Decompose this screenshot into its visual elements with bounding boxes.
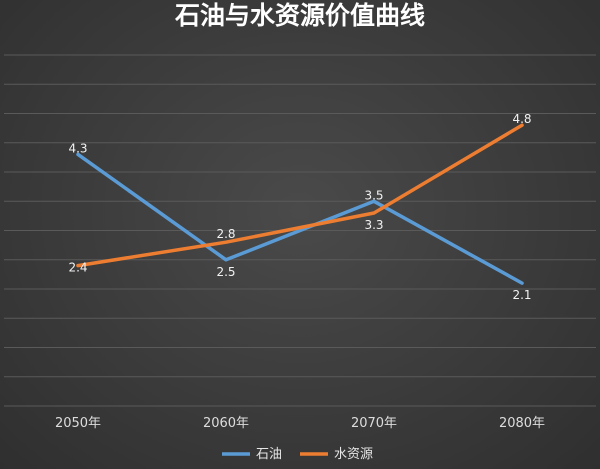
legend: 石油 水资源 [222, 447, 373, 462]
data-label: 2.4 [68, 261, 87, 275]
legend-label: 石油 [256, 447, 282, 462]
gridlines [4, 54, 596, 407]
series-line [76, 123, 524, 268]
x-axis-ticks: 2050年 2060年 2070年 2080年 [55, 416, 545, 431]
data-label: 2.5 [216, 265, 235, 279]
data-label: 2.1 [512, 288, 531, 302]
x-tick-label: 2070年 [351, 416, 397, 431]
data-label: 3.3 [364, 218, 383, 232]
chart-title: 石油与水资源价值曲线 [174, 1, 425, 30]
data-label: 4.3 [68, 141, 87, 155]
series-lines [76, 123, 524, 285]
series-line [76, 152, 524, 285]
data-label: 4.8 [512, 112, 531, 126]
x-tick-label: 2050年 [55, 416, 101, 431]
x-tick-label: 2060年 [203, 416, 249, 431]
data-label: 3.5 [364, 188, 383, 202]
data-label: 2.8 [216, 227, 235, 241]
data-labels: 4.3 2.5 3.5 2.1 2.4 2.8 3.3 4.8 [68, 112, 531, 302]
legend-label: 水资源 [334, 447, 373, 462]
x-tick-label: 2080年 [499, 416, 545, 431]
